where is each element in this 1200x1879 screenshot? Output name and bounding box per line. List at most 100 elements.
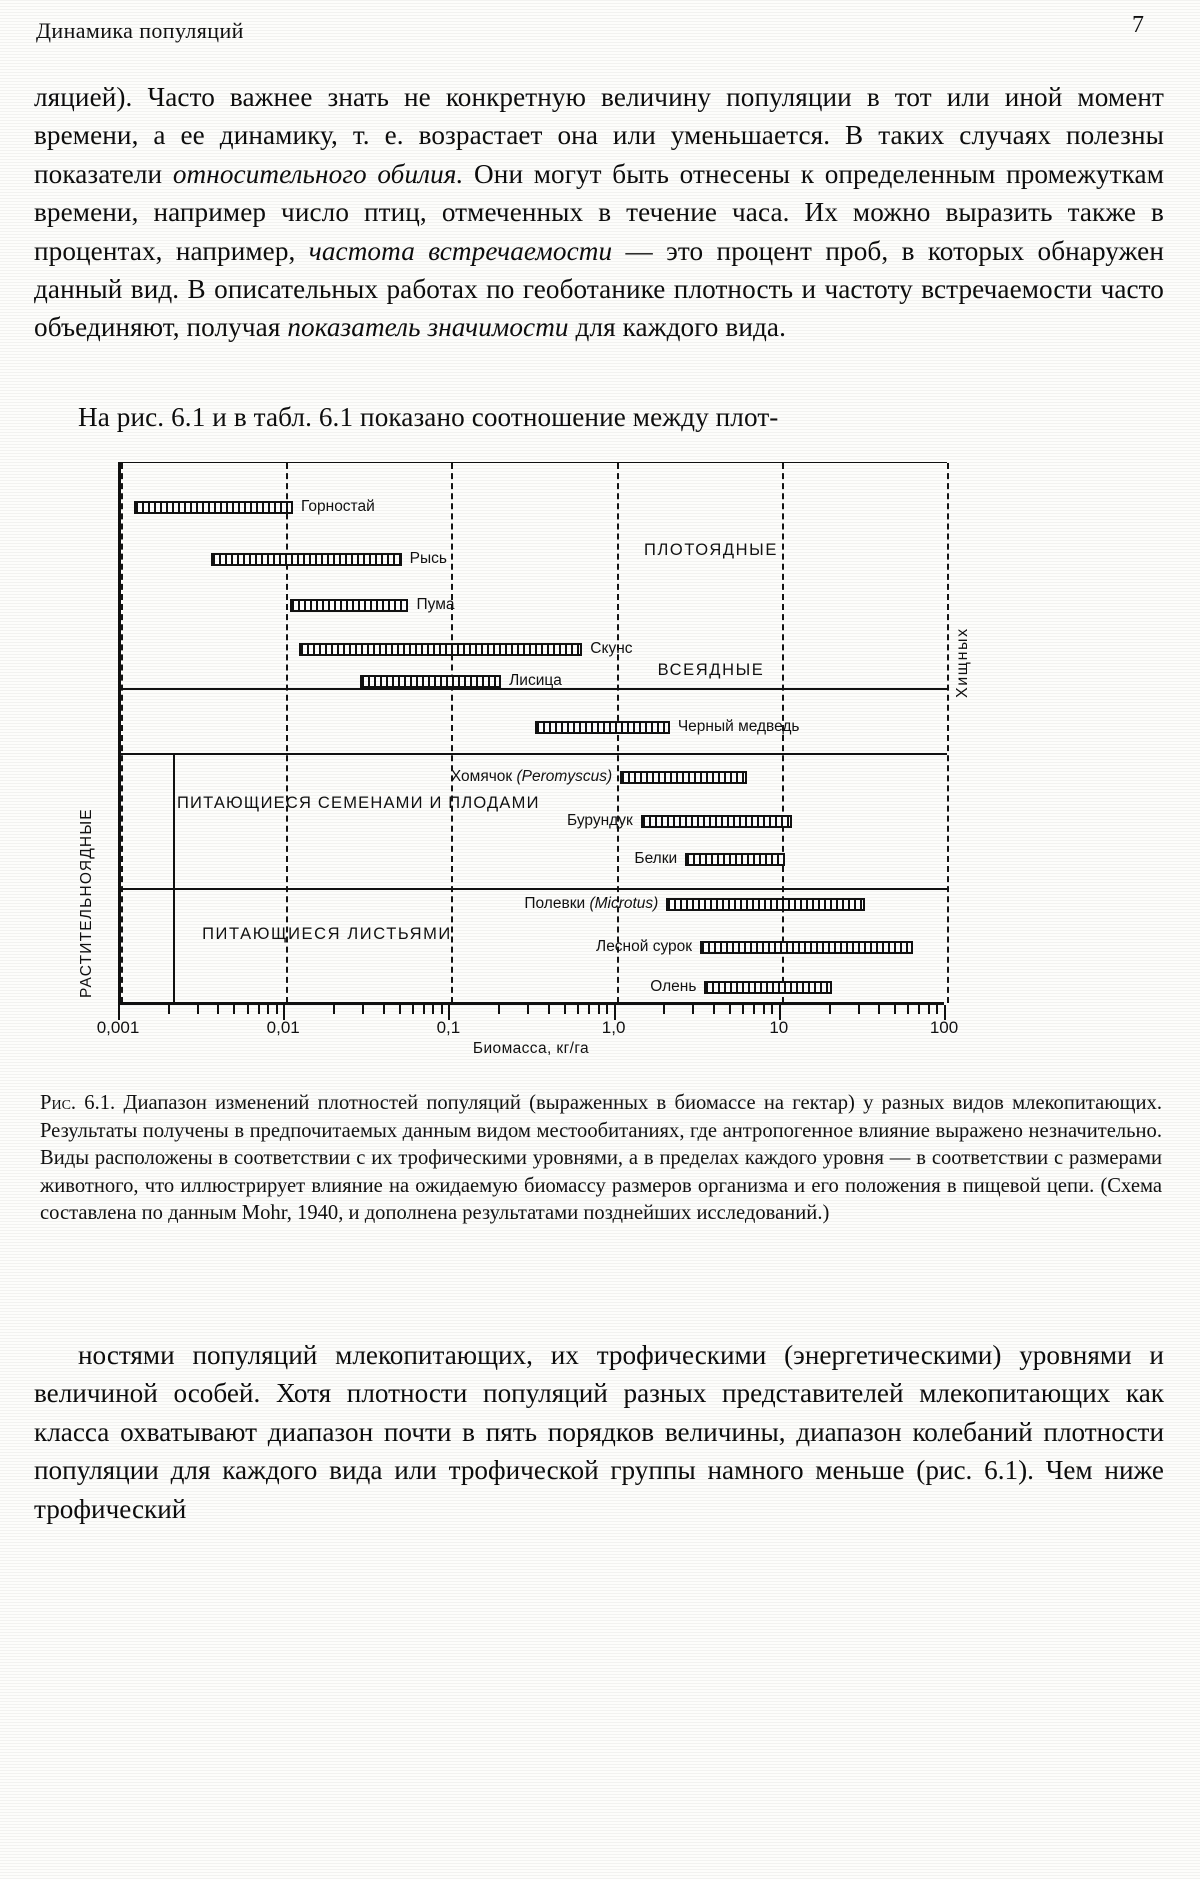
x-tick-minor [713, 1005, 716, 1014]
paragraph-tail: ностями популяций млекопитающих, их троф… [34, 1340, 1164, 1524]
p1-italic-one: относительного обилия. [172, 158, 464, 189]
plot-area: Горностай Рысь Пума Скунс Лисица Черный медве… [118, 462, 949, 1003]
gridline-decade-2 [451, 463, 454, 1003]
x-tick-major [283, 1005, 286, 1020]
x-tick-minor [936, 1005, 939, 1014]
x-tick-minor [233, 1005, 236, 1014]
x-tick-minor [563, 1005, 566, 1014]
range-bar [134, 501, 294, 514]
x-tick-major [778, 1005, 781, 1020]
species-label: Олень [650, 978, 697, 995]
trophic-group-label-leaves: ПИТАЮЩИЕСЯ ЛИСТЬЯМИ [202, 925, 452, 943]
species-label: Черный медведь [677, 718, 800, 735]
x-tick-minor [547, 1005, 550, 1014]
range-bar [534, 721, 670, 734]
paragraph-two: На рис. 6.1 и в табл. 6.1 показано соотн… [78, 402, 779, 432]
x-axis-title: Биомасса, кг/га [472, 1040, 590, 1057]
range-bar [704, 981, 832, 994]
x-tick-label: 1,0 [601, 1018, 626, 1037]
species-label: Лисица [509, 672, 562, 689]
range-bar [700, 941, 913, 954]
gridline-decade-1 [286, 463, 289, 1003]
trophic-group-label-omnivores: ВСЕЯДНЫЕ [657, 661, 765, 679]
x-tick-minor [894, 1005, 897, 1014]
range-bar [620, 771, 748, 784]
x-tick-minor [196, 1005, 199, 1014]
p1-part-b: Они могут быть отнесены к определенным п… [34, 158, 1165, 266]
range-bar [685, 853, 786, 866]
gridline-decade-5 [947, 463, 949, 1003]
axis-label-predators: Хищных [954, 627, 971, 698]
figure-6-1: Горностай Рысь Пума Скунс Лисица Черный медве… [56, 458, 971, 1058]
axis-label-herbivores: РАСТИТЕЛЬНОЯДНЫЕ [78, 808, 95, 998]
p1-italic-two: частота встречаемости [308, 235, 613, 266]
gridline-decade-4 [781, 463, 784, 1003]
x-tick-minor [597, 1005, 600, 1014]
x-tick-label: 100 [929, 1018, 959, 1037]
figure-caption: Рис. 6.1. Диапазон изменений плотностей … [40, 1090, 1162, 1228]
caption-text: Диапазон изменений плотностей популяций … [40, 1092, 1163, 1224]
x-tick-minor [857, 1005, 860, 1014]
x-tick-label: 0,1 [436, 1018, 461, 1037]
x-tick-minor [267, 1005, 270, 1014]
gridline-decade-0 [121, 463, 123, 1003]
species-label: Скунс [590, 640, 633, 657]
x-tick-minor [771, 1005, 774, 1014]
x-tick-major [944, 1005, 946, 1020]
x-tick-minor [246, 1005, 249, 1014]
plot-inner: Горностай Рысь Пума Скунс Лисица Черный медве… [121, 463, 949, 1003]
x-tick-minor [498, 1005, 501, 1014]
x-tick-minor [753, 1005, 756, 1014]
herbivore-label-divider [173, 753, 175, 1003]
x-tick-minor [878, 1005, 881, 1014]
p1-part-d: для каждого вида. [568, 312, 786, 343]
trophic-separator-0 [121, 688, 947, 690]
x-tick-minor [362, 1005, 365, 1014]
x-tick-minor [576, 1005, 579, 1014]
running-head: Динамика популяций 7 [36, 12, 1166, 52]
x-axis [118, 1002, 946, 1020]
x-tick-minor [217, 1005, 220, 1014]
range-bar [666, 898, 866, 911]
x-tick-minor [918, 1005, 921, 1014]
p1-italic-three: показатель значимости [287, 312, 569, 343]
x-tick-minor [275, 1005, 278, 1014]
p1-part-c: — это процент проб, в которых обнаружен … [34, 235, 1164, 343]
x-tick-major [118, 1005, 120, 1020]
x-tick-minor [907, 1005, 910, 1014]
x-tick-minor [663, 1005, 666, 1014]
x-tick-minor [762, 1005, 765, 1014]
trophic-group-label-seeds-fruits: ПИТАЮЩИЕСЯ СЕМЕНАМИ И ПЛОДАМИ [177, 794, 540, 812]
x-tick-minor [527, 1005, 530, 1014]
species-label: Бурундук [567, 812, 633, 829]
range-bar [640, 815, 792, 828]
x-tick-minor [828, 1005, 831, 1014]
paragraph-one: ляцией). Часто важнее знать не конкретну… [34, 78, 1164, 347]
species-label: Белки [634, 850, 678, 867]
running-title: Динамика популяций [36, 18, 244, 43]
x-tick-minor [411, 1005, 414, 1014]
species-latin-name: (Peromyscus) [512, 768, 613, 785]
p1-part-a: ляцией). Часто важнее знать не конкретну… [34, 82, 1164, 189]
x-tick-label: 0,01 [266, 1018, 300, 1037]
x-tick-label: 10 [769, 1018, 789, 1037]
species-label: Полевки (Microtus) [524, 895, 659, 912]
x-tick-minor [398, 1005, 401, 1014]
x-tick-minor [927, 1005, 930, 1014]
x-tick-minor [692, 1005, 695, 1014]
x-tick-minor [332, 1005, 335, 1014]
range-bar [299, 643, 583, 656]
species-label: Пума [416, 596, 455, 613]
x-tick-minor [440, 1005, 443, 1014]
x-tick-minor [167, 1005, 170, 1014]
species-latin-name: (Microtus) [585, 895, 659, 912]
x-tick-minor [382, 1005, 385, 1014]
x-tick-minor [257, 1005, 260, 1014]
x-tick-minor [432, 1005, 435, 1014]
x-tick-major [613, 1005, 616, 1020]
x-tick-minor [588, 1005, 590, 1014]
x-tick-minor [729, 1005, 732, 1014]
page-number: 7 [1132, 12, 1144, 38]
species-label: Горностай [301, 498, 375, 515]
